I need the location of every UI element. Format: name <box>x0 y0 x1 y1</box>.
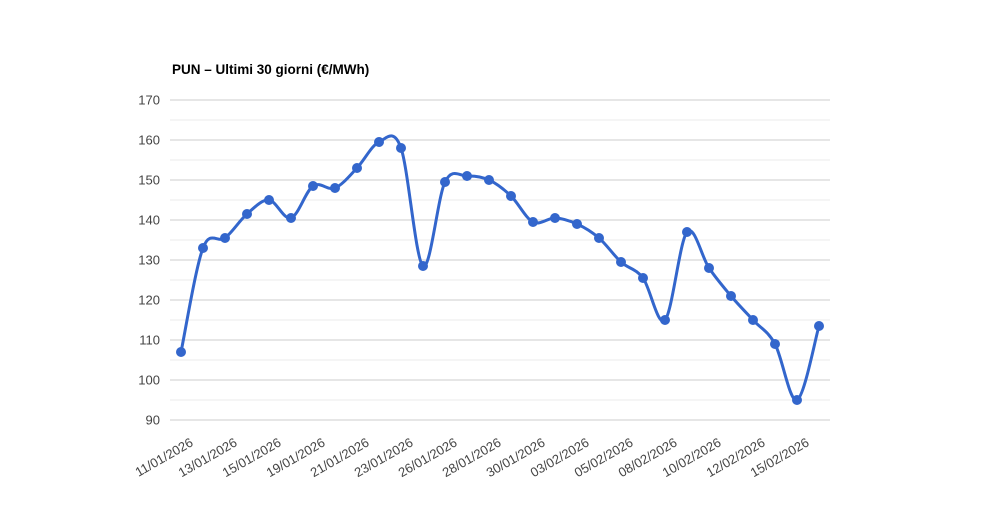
y-axis-label: 100 <box>138 373 160 388</box>
data-point[interactable] <box>484 175 494 185</box>
data-point[interactable] <box>660 315 670 325</box>
data-point[interactable] <box>572 219 582 229</box>
data-point[interactable] <box>550 213 560 223</box>
data-point[interactable] <box>286 213 296 223</box>
data-point[interactable] <box>594 233 604 243</box>
data-point[interactable] <box>352 163 362 173</box>
data-point[interactable] <box>198 243 208 253</box>
y-axis-label: 120 <box>138 293 160 308</box>
y-axis-label: 130 <box>138 253 160 268</box>
data-point[interactable] <box>792 395 802 405</box>
data-point[interactable] <box>374 137 384 147</box>
data-point[interactable] <box>770 339 780 349</box>
data-point[interactable] <box>242 209 252 219</box>
data-point[interactable] <box>506 191 516 201</box>
data-point[interactable] <box>330 183 340 193</box>
data-point[interactable] <box>528 217 538 227</box>
y-axis-label: 90 <box>146 413 160 428</box>
y-axis-label: 110 <box>139 333 160 348</box>
data-point[interactable] <box>638 273 648 283</box>
data-point[interactable] <box>704 263 714 273</box>
data-point[interactable] <box>616 257 626 267</box>
data-point[interactable] <box>748 315 758 325</box>
data-point[interactable] <box>726 291 736 301</box>
data-point[interactable] <box>176 347 186 357</box>
y-axis-label: 150 <box>138 173 160 188</box>
data-point[interactable] <box>418 261 428 271</box>
y-axis-label: 170 <box>138 93 160 108</box>
data-point[interactable] <box>462 171 472 181</box>
data-point[interactable] <box>682 227 692 237</box>
chart-title: PUN – Ultimi 30 giorni (€/MWh) <box>172 62 370 77</box>
data-point[interactable] <box>308 181 318 191</box>
data-point[interactable] <box>220 233 230 243</box>
y-axis-label: 140 <box>138 213 160 228</box>
series-line <box>179 134 821 402</box>
data-point[interactable] <box>814 321 824 331</box>
data-point[interactable] <box>440 177 450 187</box>
data-point[interactable] <box>264 195 274 205</box>
data-point[interactable] <box>396 143 406 153</box>
y-axis-label: 160 <box>138 133 160 148</box>
